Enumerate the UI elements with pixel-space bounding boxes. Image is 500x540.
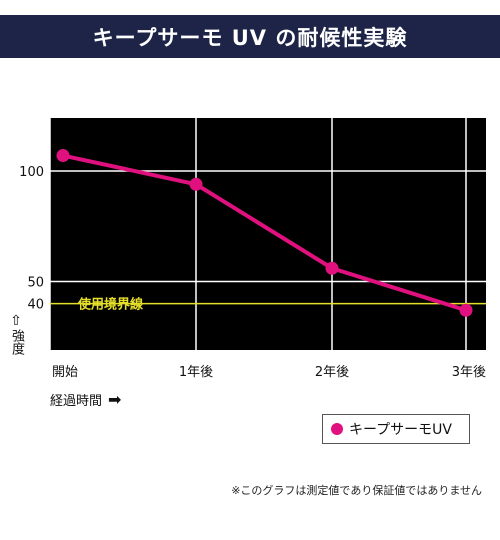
x-tick-label: 開始	[52, 365, 78, 380]
y-tick-label: 50	[27, 276, 44, 291]
legend-swatch	[331, 423, 343, 435]
x-axis-label-text: 経過時間	[50, 394, 103, 409]
data-point	[325, 261, 339, 275]
right-arrow-icon: ➡	[108, 390, 122, 409]
x-tick-label: 2年後	[315, 365, 349, 380]
data-point	[56, 149, 70, 163]
plot-area	[50, 118, 486, 350]
chart-title: キープサーモ UV の耐候性実験	[92, 25, 408, 50]
up-arrow-icon: ⇧	[10, 313, 22, 329]
data-point	[459, 303, 473, 317]
threshold-label: 使用境界線	[77, 297, 144, 313]
data-point	[189, 177, 203, 191]
legend-label: キープサーモUV	[349, 422, 452, 438]
y-axis-label-text: 強度	[9, 329, 24, 355]
footnote: ※このグラフは測定値であり保証値ではありません	[231, 484, 482, 497]
series-line	[62, 153, 467, 313]
y-axis-label: ⇧ 強度	[6, 313, 26, 355]
y-tick-label: 100	[19, 165, 44, 180]
chart-title-banner: キープサーモ UV の耐候性実験	[0, 15, 500, 58]
legend: キープサーモUV	[322, 414, 470, 444]
y-tick-label: 40	[27, 298, 44, 313]
x-axis-label: 経過時間 ➡	[50, 390, 121, 409]
x-tick-label: 3年後	[452, 365, 486, 380]
x-tick-label: 1年後	[179, 365, 213, 380]
